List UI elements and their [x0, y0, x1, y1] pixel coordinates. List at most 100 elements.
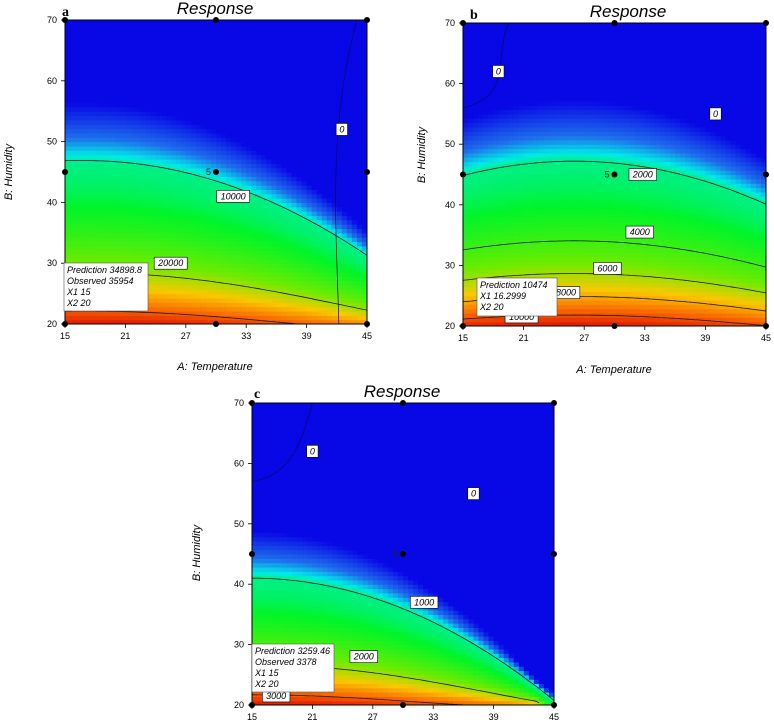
- heatmap-cell: [473, 165, 479, 171]
- heatmap-cell: [75, 67, 81, 73]
- heatmap-cell: [120, 150, 126, 156]
- heatmap-cell: [180, 54, 187, 60]
- heatmap-cell: [331, 211, 338, 217]
- heatmap-cell: [311, 211, 318, 217]
- heatmap-cell: [276, 289, 283, 295]
- heatmap-cell: [241, 172, 247, 177]
- heatmap-cell: [488, 44, 494, 50]
- heatmap-cell: [251, 80, 257, 86]
- heatmap-cell: [336, 141, 343, 147]
- heatmap-cell: [478, 196, 484, 202]
- heatmap-cell: [488, 191, 494, 197]
- heatmap-cell: [85, 219, 91, 225]
- heatmap-cell: [90, 89, 96, 95]
- heatmap-cell: [175, 241, 182, 247]
- heatmap-cell: [195, 59, 202, 65]
- heatmap-cell: [503, 92, 510, 98]
- heatmap-cell: [145, 280, 152, 286]
- heatmap-cell: [236, 284, 242, 290]
- heatmap-cell: [210, 180, 217, 186]
- heatmap-cell: [241, 315, 247, 321]
- heatmap-cell: [140, 219, 147, 225]
- heatmap-cell: [261, 98, 267, 104]
- heatmap-cell: [241, 211, 247, 217]
- heatmap-cell: [190, 241, 197, 247]
- heatmap-cell: [110, 172, 116, 177]
- heatmap-cell: [503, 109, 510, 115]
- heatmap-cell: [80, 245, 86, 251]
- heatmap-cell: [75, 228, 81, 234]
- heatmap-cell: [85, 319, 91, 324]
- heatmap-cell: [160, 267, 167, 273]
- heatmap-cell: [508, 152, 515, 158]
- heatmap-cell: [175, 20, 182, 25]
- heatmap-cell: [508, 87, 515, 93]
- heatmap-cell: [351, 228, 358, 234]
- heatmap-cell: [75, 180, 81, 186]
- heatmap-cell: [195, 276, 202, 282]
- heatmap-cell: [216, 89, 222, 95]
- heatmap-cell: [468, 204, 474, 210]
- heatmap-cell: [291, 67, 298, 73]
- heatmap-cell: [226, 150, 232, 156]
- heatmap-cell: [498, 217, 504, 223]
- heatmap-cell: [120, 98, 126, 104]
- heatmap-cell: [276, 189, 283, 195]
- heatmap-cell: [165, 219, 172, 225]
- heatmap-cell: [463, 295, 469, 301]
- heatmap-cell: [120, 141, 126, 147]
- heatmap-cell: [95, 89, 101, 95]
- heatmap-cell: [351, 72, 358, 78]
- heatmap-cell: [296, 24, 303, 30]
- heatmap-cell: [210, 102, 217, 108]
- heatmap-cell: [231, 241, 237, 247]
- heatmap-cell: [135, 20, 142, 25]
- heatmap-cell: [281, 241, 288, 247]
- heatmap-cell: [150, 115, 157, 121]
- heatmap-cell: [236, 202, 242, 208]
- heatmap-cell: [170, 284, 177, 290]
- heatmap-cell: [301, 80, 308, 86]
- heatmap-cell: [468, 92, 474, 98]
- heatmap-cell: [125, 33, 132, 38]
- heatmap-cell: [135, 211, 142, 217]
- heatmap-cell: [205, 263, 212, 269]
- heatmap-cell: [135, 124, 142, 130]
- heatmap-cell: [65, 167, 71, 173]
- heatmap-cell: [311, 237, 318, 243]
- heatmap-cell: [361, 319, 367, 324]
- heatmap-cell: [266, 37, 272, 43]
- heatmap-cell: [246, 137, 252, 143]
- heatmap-cell: [170, 111, 177, 117]
- heatmap-cell: [236, 85, 242, 91]
- heatmap-cell: [351, 128, 358, 134]
- heatmap-cell: [488, 248, 494, 254]
- heatmap-cell: [210, 28, 217, 34]
- heatmap-cell: [316, 154, 323, 160]
- heatmap-cell: [85, 37, 91, 43]
- heatmap-cell: [170, 128, 177, 134]
- heatmap-cell: [498, 178, 504, 184]
- heatmap-cell: [271, 189, 277, 195]
- heatmap-cell: [95, 46, 101, 51]
- heatmap-cell: [216, 72, 222, 78]
- heatmap-cell: [301, 302, 308, 308]
- heatmap-cell: [276, 89, 283, 95]
- heatmap-cell: [503, 66, 510, 72]
- heatmap-cell: [341, 176, 348, 182]
- heatmap-cell: [185, 306, 192, 312]
- heatmap-cell: [473, 256, 479, 262]
- heatmap-cell: [185, 137, 192, 143]
- heatmap-cell: [155, 185, 162, 190]
- heatmap-cell: [90, 145, 96, 151]
- heatmap-cell: [85, 124, 91, 130]
- heatmap-cell: [261, 180, 267, 186]
- heatmap-cell: [498, 152, 504, 158]
- heatmap-cell: [130, 167, 137, 173]
- heatmap-cell: [200, 310, 207, 316]
- heatmap-cell: [70, 37, 76, 43]
- heatmap-cell: [316, 245, 323, 251]
- heatmap-cell: [241, 202, 247, 208]
- heatmap-cell: [65, 163, 71, 169]
- heatmap-cell: [488, 230, 494, 236]
